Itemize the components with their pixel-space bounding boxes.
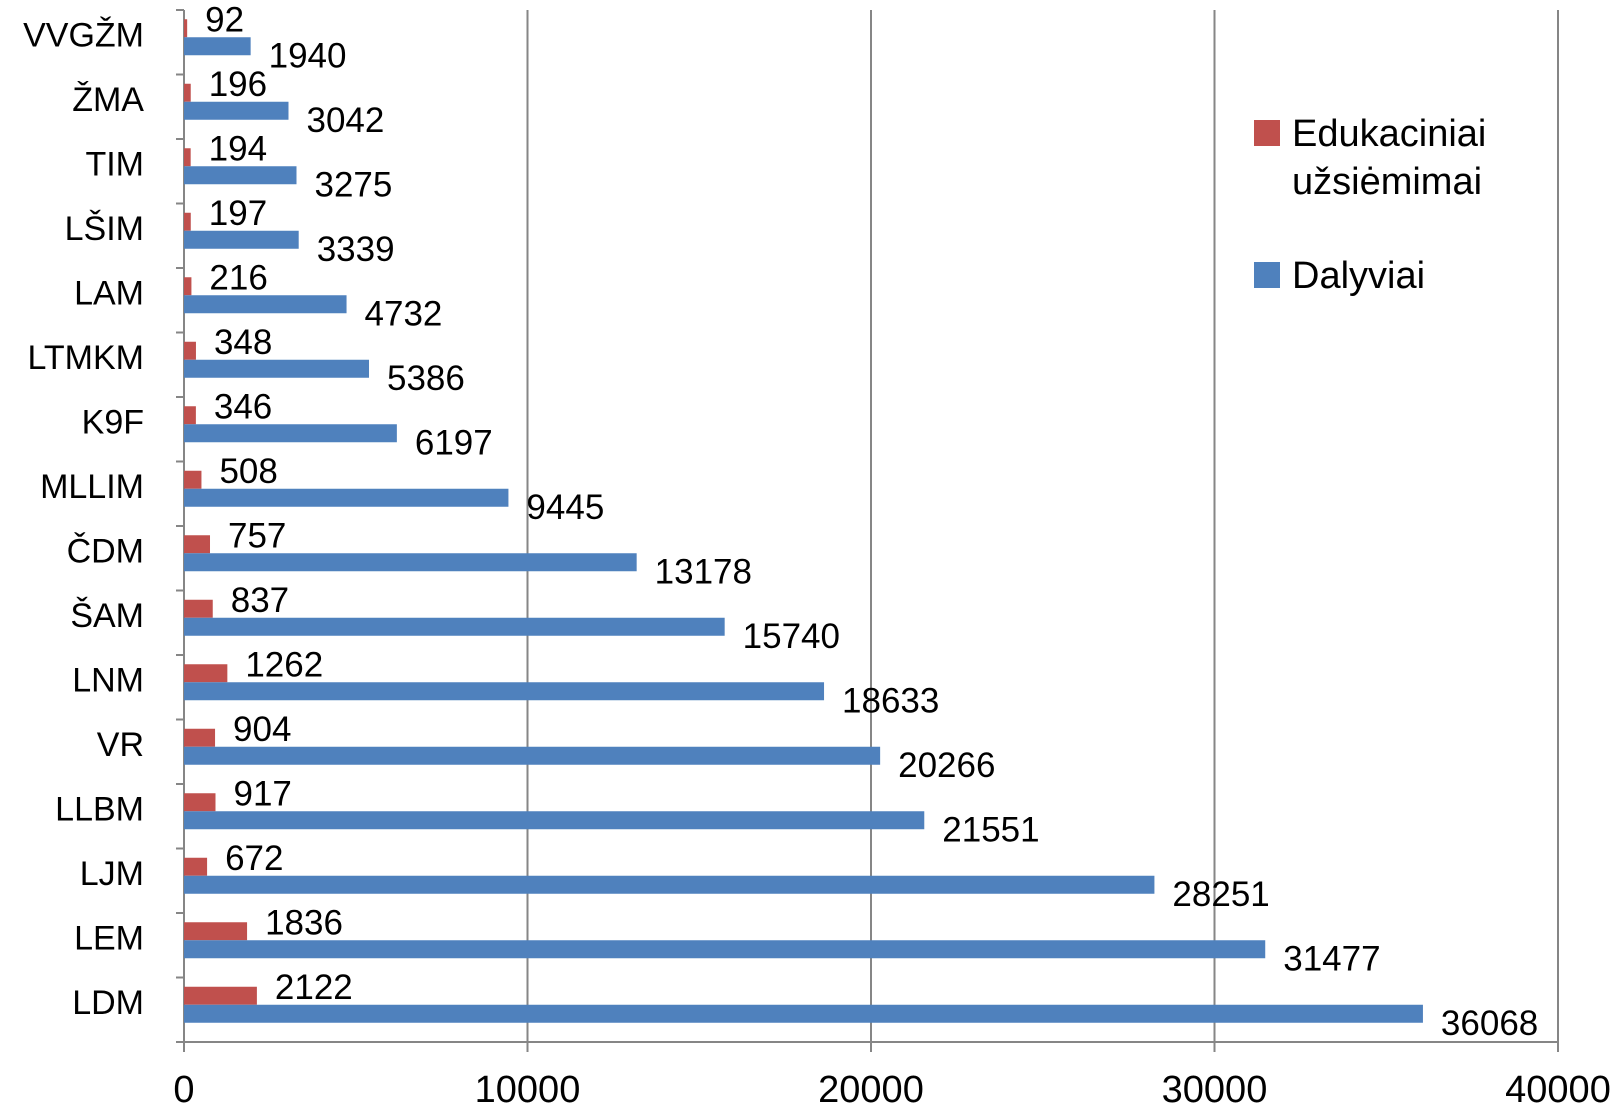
value-label-edukaciniai: 194: [209, 129, 267, 168]
category-label: LAM: [74, 274, 144, 312]
bar-edukaciniai: [184, 728, 216, 747]
bar-edukaciniai: [184, 341, 196, 360]
category-label: LJM: [80, 855, 144, 893]
category-label: LEM: [74, 919, 144, 957]
category-label: LTMKM: [28, 339, 144, 377]
value-label-edukaciniai: 2122: [275, 968, 353, 1007]
bar-edukaciniai: [184, 83, 191, 102]
category-label: LDM: [72, 984, 144, 1022]
value-label-dalyviai: 36068: [1441, 1004, 1538, 1043]
bar-dalyviai: [184, 811, 925, 830]
bar-edukaciniai: [184, 277, 192, 296]
bar-dalyviai: [184, 682, 825, 701]
bar-dalyviai: [184, 101, 289, 120]
category-labels: VVGŽM ŽMA TIM LŠIM LAM LTMKM K9F MLLIM ČDM ŠAM LNM…: [23, 16, 144, 1022]
bar-edukaciniai: [184, 470, 202, 489]
value-label-edukaciniai: 197: [209, 194, 267, 233]
bar-edukaciniai: [184, 857, 208, 876]
category-label: LNM: [72, 661, 144, 699]
value-label-dalyviai: 5386: [387, 359, 465, 398]
value-label-edukaciniai: 196: [209, 65, 267, 104]
legend-swatch: [1254, 262, 1280, 288]
bars: [184, 19, 1423, 1023]
legend-label: Dalyviai: [1292, 255, 1425, 297]
bar-edukaciniai: [184, 406, 196, 425]
bar-dalyviai: [184, 359, 370, 378]
bar-edukaciniai: [184, 212, 191, 231]
bar-dalyviai: [184, 166, 297, 185]
category-label: LLBM: [55, 790, 144, 828]
value-label-edukaciniai: 216: [209, 258, 267, 297]
bar-edukaciniai: [184, 922, 248, 941]
value-label-edukaciniai: 837: [231, 581, 289, 620]
category-label: ČDM: [67, 532, 144, 570]
value-label-edukaciniai: 348: [214, 323, 272, 362]
value-label-edukaciniai: 904: [233, 710, 291, 749]
bar-dalyviai: [184, 940, 1266, 959]
category-label: TIM: [85, 145, 144, 183]
value-label-dalyviai: 6197: [415, 423, 493, 462]
value-label-dalyviai: 20266: [898, 746, 995, 785]
value-label-dalyviai: 15740: [743, 617, 840, 656]
value-label-dalyviai: 3339: [317, 230, 395, 269]
bar-dalyviai: [184, 617, 725, 636]
value-label-dalyviai: 18633: [842, 681, 939, 720]
value-label-edukaciniai: 1262: [245, 645, 323, 684]
x-tick-label: 10000: [475, 1069, 581, 1111]
category-label: LŠIM: [65, 210, 144, 248]
legend: Edukaciniai užsiėmimai Dalyviai: [1254, 113, 1486, 297]
value-label-edukaciniai: 917: [233, 774, 291, 813]
bar-edukaciniai: [184, 535, 211, 554]
legend-label: užsiėmimai: [1292, 161, 1482, 203]
value-label-edukaciniai: 508: [219, 452, 277, 491]
bar-dalyviai: [184, 295, 347, 314]
bar-edukaciniai: [184, 19, 188, 38]
bar-edukaciniai: [184, 793, 216, 812]
value-label-dalyviai: 3275: [314, 165, 392, 204]
bar-dalyviai: [184, 1004, 1423, 1023]
value-label-dalyviai: 4732: [365, 294, 443, 333]
bar-dalyviai: [184, 488, 509, 507]
x-tick-label: 40000: [1505, 1069, 1611, 1111]
category-label: ŠAM: [70, 597, 144, 635]
x-tick-label: 30000: [1162, 1069, 1268, 1111]
bar-dalyviai: [184, 875, 1155, 894]
bar-edukaciniai: [184, 148, 191, 167]
category-label: VR: [97, 726, 144, 764]
category-label: K9F: [82, 403, 144, 441]
value-label-dalyviai: 21551: [942, 810, 1039, 849]
bar-edukaciniai: [184, 599, 213, 618]
category-label: ŽMA: [72, 81, 144, 119]
x-tick-label: 0: [173, 1069, 194, 1111]
value-label-edukaciniai: 1836: [265, 903, 343, 942]
legend-label: Edukaciniai: [1292, 113, 1486, 155]
bar-dalyviai: [184, 553, 637, 572]
x-tick-label: 20000: [818, 1069, 924, 1111]
value-label-edukaciniai: 346: [214, 387, 272, 426]
value-label-dalyviai: 28251: [1172, 875, 1269, 914]
bar-dalyviai: [184, 230, 299, 249]
value-label-dalyviai: 1940: [269, 36, 347, 75]
bar-edukaciniai: [184, 664, 228, 683]
value-label-edukaciniai: 672: [225, 839, 283, 878]
bar-edukaciniai: [184, 986, 257, 1005]
value-label-dalyviai: 31477: [1283, 939, 1380, 978]
bar-dalyviai: [184, 424, 397, 443]
value-label-dalyviai: 9445: [526, 488, 604, 527]
value-label-edukaciniai: 757: [228, 516, 286, 555]
category-label: VVGŽM: [23, 16, 144, 54]
bar-dalyviai: [184, 746, 881, 765]
value-label-edukaciniai: 92: [205, 0, 244, 39]
bar-dalyviai: [184, 37, 251, 56]
value-label-dalyviai: 3042: [306, 101, 384, 140]
value-label-dalyviai: 13178: [655, 552, 752, 591]
x-axis-ticks: 0 10000 20000 30000 40000: [173, 1069, 1610, 1111]
legend-swatch: [1254, 120, 1280, 146]
category-label: MLLIM: [40, 468, 144, 506]
